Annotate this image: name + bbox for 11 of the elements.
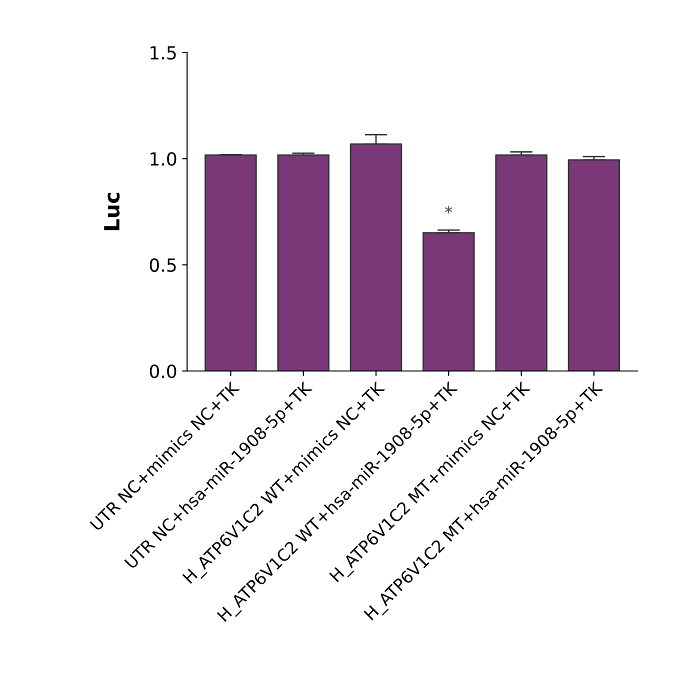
bar: [204, 154, 257, 371]
y-tick-label: 0.5: [150, 258, 176, 272]
annotation: *: [444, 206, 452, 214]
y-tick-label: 1.0: [150, 152, 176, 166]
y-tick-label: 1.5: [150, 46, 176, 60]
bar: [422, 232, 475, 371]
bar: [277, 154, 330, 371]
bar: [495, 154, 548, 371]
bar: [568, 159, 620, 371]
y-tick-label: 0.0: [150, 364, 176, 378]
y-axis-title: Luc: [104, 192, 120, 230]
